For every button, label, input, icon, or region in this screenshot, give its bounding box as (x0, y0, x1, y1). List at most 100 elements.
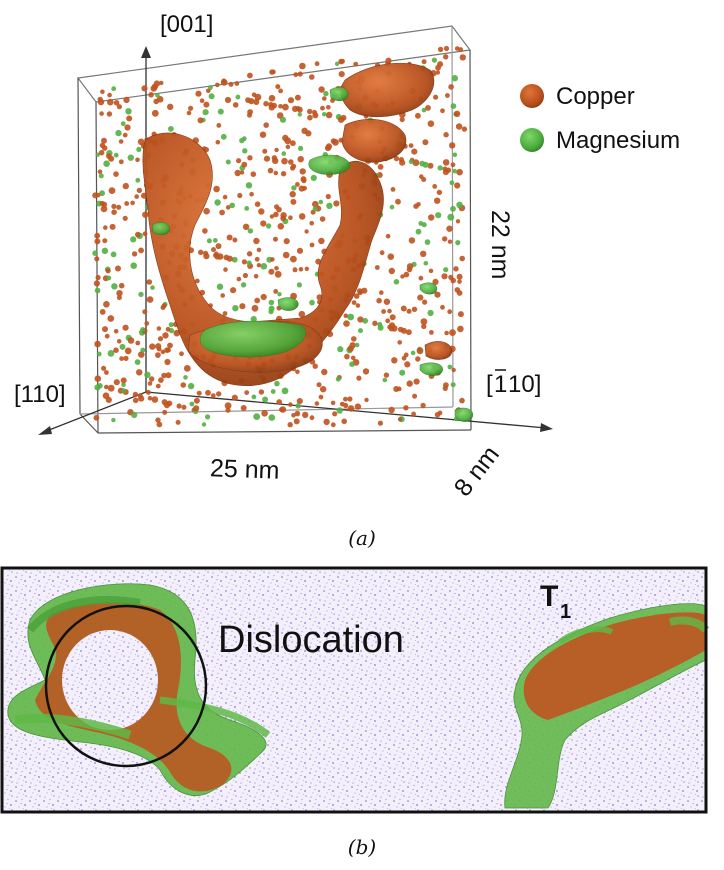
atom (351, 300, 357, 305)
atom (278, 88, 283, 94)
atom (106, 153, 112, 159)
atom (167, 342, 173, 349)
atom (458, 47, 464, 53)
atom (130, 200, 135, 206)
atom (299, 62, 306, 70)
atom (400, 305, 407, 312)
legend-item-copper: Copper (520, 83, 635, 110)
atom (123, 96, 130, 104)
atom (446, 225, 453, 232)
atom (455, 219, 461, 224)
atom (403, 271, 410, 278)
atom (134, 359, 141, 365)
atom (99, 111, 104, 116)
atom (316, 294, 323, 301)
atom (195, 90, 202, 97)
atom (193, 397, 200, 404)
atom (451, 75, 458, 82)
atom (296, 282, 302, 288)
atom (390, 187, 396, 192)
atom (111, 283, 118, 290)
atom (273, 289, 279, 294)
atom (319, 216, 326, 222)
atom (314, 401, 320, 406)
atom (142, 211, 149, 218)
atom (298, 267, 304, 272)
atom (113, 347, 119, 354)
atom (276, 399, 283, 405)
atom (322, 112, 327, 117)
atom (297, 156, 304, 163)
atom (122, 215, 128, 221)
atom (443, 267, 449, 273)
atom (231, 256, 238, 263)
atom (427, 309, 434, 317)
atom (443, 45, 450, 52)
atom (379, 250, 385, 256)
atom (107, 92, 112, 98)
atom (330, 138, 337, 145)
atom (113, 100, 120, 106)
atom (146, 296, 154, 303)
atom (448, 84, 454, 90)
atom (427, 120, 435, 127)
atom (429, 330, 434, 335)
atom (98, 149, 105, 156)
atom (158, 377, 164, 383)
atom (278, 104, 283, 109)
atom (173, 329, 181, 337)
atom (201, 422, 207, 427)
atom (115, 265, 121, 272)
atom (253, 237, 260, 245)
atom (140, 327, 146, 332)
atom (106, 275, 112, 281)
atom (441, 273, 448, 280)
atom (382, 377, 388, 383)
atom (225, 407, 231, 413)
atom (338, 58, 344, 65)
atom (183, 375, 188, 380)
label-t1: T 1 (540, 580, 571, 623)
atom (344, 353, 350, 360)
atom (310, 174, 317, 181)
atom (186, 110, 192, 116)
atom (223, 267, 228, 272)
atom (334, 61, 340, 66)
atom (318, 237, 325, 245)
atom (364, 397, 369, 403)
atom (383, 372, 390, 378)
atom (216, 391, 222, 397)
atom (312, 206, 318, 212)
atom (145, 389, 151, 395)
atom (120, 377, 127, 384)
atom (290, 140, 296, 147)
atom (253, 99, 260, 105)
atom (116, 339, 122, 344)
atom (281, 387, 289, 395)
atom (341, 418, 348, 425)
atom (126, 115, 133, 122)
atom (276, 206, 282, 213)
atom (343, 313, 349, 319)
atom (273, 236, 278, 242)
atom (268, 299, 275, 306)
atom (321, 368, 328, 376)
atom (411, 306, 418, 312)
atom (301, 178, 307, 184)
atom (297, 112, 302, 117)
atom (135, 157, 140, 163)
atom (435, 212, 442, 219)
atom (116, 104, 122, 110)
atom (418, 221, 424, 226)
atom (456, 168, 463, 176)
atom (298, 213, 306, 220)
atom (105, 268, 111, 274)
atom (250, 316, 257, 323)
atom (148, 92, 154, 98)
atom (253, 413, 261, 420)
atom (442, 385, 448, 391)
atom (102, 326, 108, 333)
atom (180, 382, 187, 388)
atom (165, 372, 172, 379)
atom (361, 287, 368, 294)
